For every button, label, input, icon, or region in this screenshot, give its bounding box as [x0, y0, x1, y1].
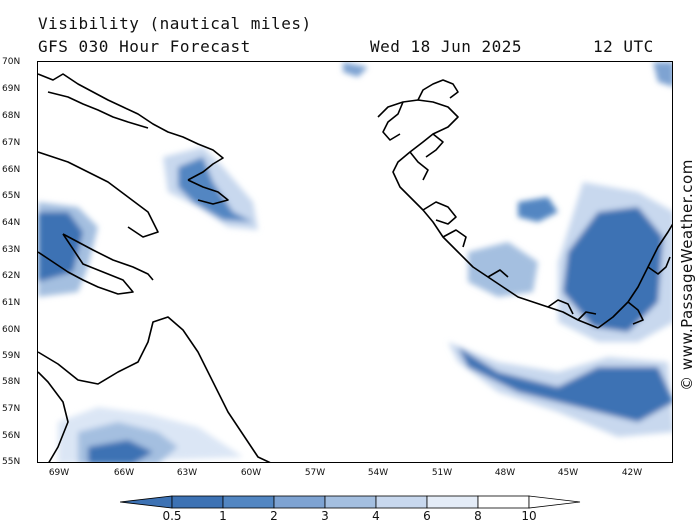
legend-label: 6 [423, 509, 431, 523]
lon-label: 57W [304, 468, 326, 478]
lon-label: 45W [557, 468, 579, 478]
lat-label: 61N [2, 298, 21, 308]
lat-label: 68N [2, 111, 21, 121]
lon-label: 63W [176, 468, 198, 478]
coastlines [38, 73, 672, 462]
legend-swatch [324, 495, 377, 509]
lon-label: 51W [431, 468, 453, 478]
lat-label: 62N [2, 271, 21, 281]
lat-label: 69N [2, 84, 21, 94]
legend-swatch [528, 495, 581, 509]
lon-label: 48W [494, 468, 516, 478]
lat-label: 70N [2, 57, 21, 67]
legend-swatch [120, 495, 173, 509]
legend-colorbar [120, 495, 581, 509]
lon-label: 66W [113, 468, 135, 478]
legend-label: 10 [521, 509, 537, 523]
map-canvas [38, 62, 672, 462]
legend-swatch [171, 495, 224, 509]
legend-swatch [375, 495, 428, 509]
legend-label: 1 [219, 509, 227, 523]
lat-label: 67N [2, 138, 21, 148]
legend-label: 8 [474, 509, 482, 523]
lon-label: 42W [621, 468, 643, 478]
lat-label: 58N [2, 377, 21, 387]
lat-label: 55N [2, 457, 21, 467]
lon-label: 60W [240, 468, 262, 478]
visibility-map [37, 61, 673, 463]
chart-title: Visibility (nautical miles) [38, 14, 312, 33]
lon-label: 69W [48, 468, 70, 478]
lat-label: 65N [2, 191, 21, 201]
lat-label: 66N [2, 165, 21, 175]
lat-label: 59N [2, 351, 21, 361]
lat-label: 64N [2, 218, 21, 228]
site-credit: © www.PassageWeather.com [678, 159, 696, 391]
legend-label: 0.5 [162, 509, 182, 523]
forecast-date: Wed 18 Jun 2025 [370, 37, 522, 56]
lat-label: 57N [2, 404, 21, 414]
lat-label: 56N [2, 431, 21, 441]
legend-label: 3 [321, 509, 329, 523]
legend-swatch [426, 495, 479, 509]
forecast-subtitle: GFS 030 Hour Forecast [38, 37, 251, 56]
visibility-shading [38, 62, 672, 462]
legend-swatch [477, 495, 530, 509]
lon-label: 54W [367, 468, 389, 478]
legend-swatch [273, 495, 326, 509]
lat-label: 60N [2, 325, 21, 335]
legend-swatch [222, 495, 275, 509]
forecast-time: 12 UTC [593, 37, 654, 56]
legend-label: 2 [270, 509, 278, 523]
lat-label: 63N [2, 245, 21, 255]
legend-label: 4 [372, 509, 380, 523]
